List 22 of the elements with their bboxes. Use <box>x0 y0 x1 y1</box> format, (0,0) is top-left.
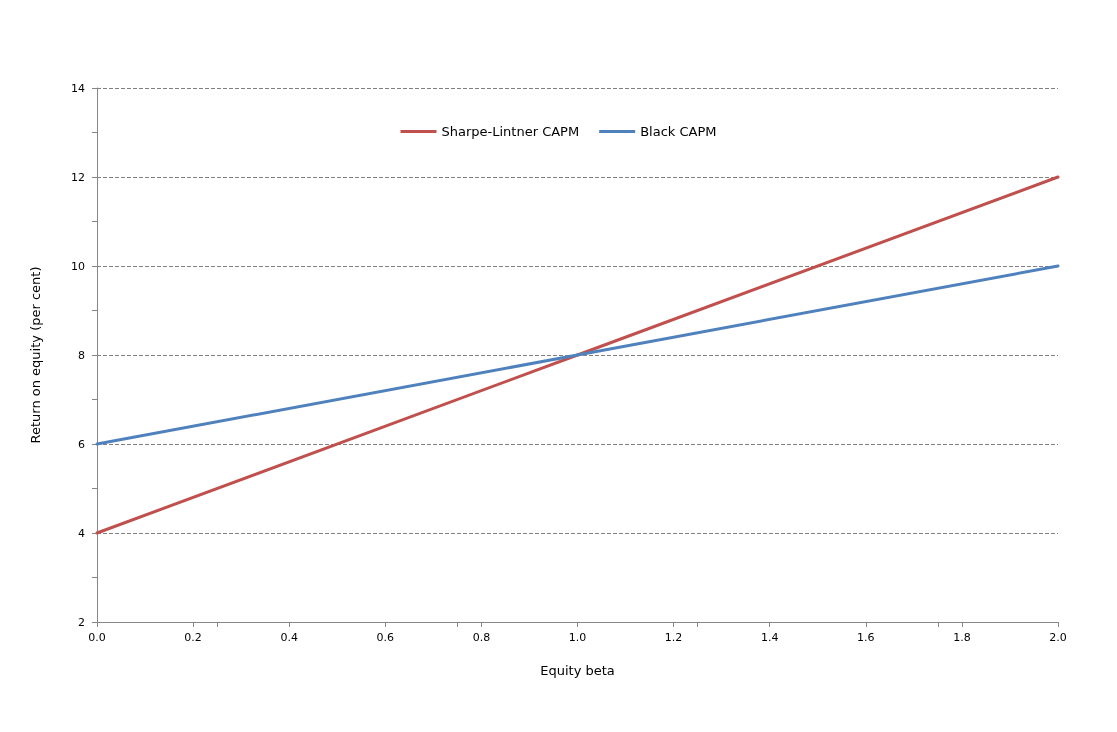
x-tick-label: 1.6 <box>857 631 875 644</box>
y-axis-title: Return on equity (per cent) <box>28 266 43 444</box>
x-tick-label: 0.2 <box>184 631 202 644</box>
x-axis-title: Equity beta <box>540 663 615 678</box>
y-tick-label: 8 <box>78 348 85 362</box>
x-tick-label: 1.4 <box>760 631 779 644</box>
y-tick-label: 2 <box>78 615 85 629</box>
x-tick-label: 1.0 <box>568 631 587 644</box>
y-tick-label: 12 <box>71 170 85 184</box>
y-tick-label: 6 <box>78 437 85 451</box>
y-tick-label: 4 <box>78 526 85 540</box>
x-tick-label: 0.6 <box>376 631 395 644</box>
x-tick-label: 0.4 <box>280 631 298 644</box>
legend-label: Black CAPM <box>640 124 717 139</box>
legend-label: Sharpe-Lintner CAPM <box>441 124 580 139</box>
x-tick-label: 1.2 <box>664 631 683 644</box>
x-tick-label: 2.0 <box>1049 631 1067 644</box>
y-tick-label: 14 <box>71 81 85 95</box>
x-tick-label: 0.0 <box>88 631 106 644</box>
x-tick-label: 1.8 <box>953 631 971 644</box>
y-tick-label: 10 <box>71 259 85 273</box>
x-tick-label: 0.8 <box>472 631 491 644</box>
